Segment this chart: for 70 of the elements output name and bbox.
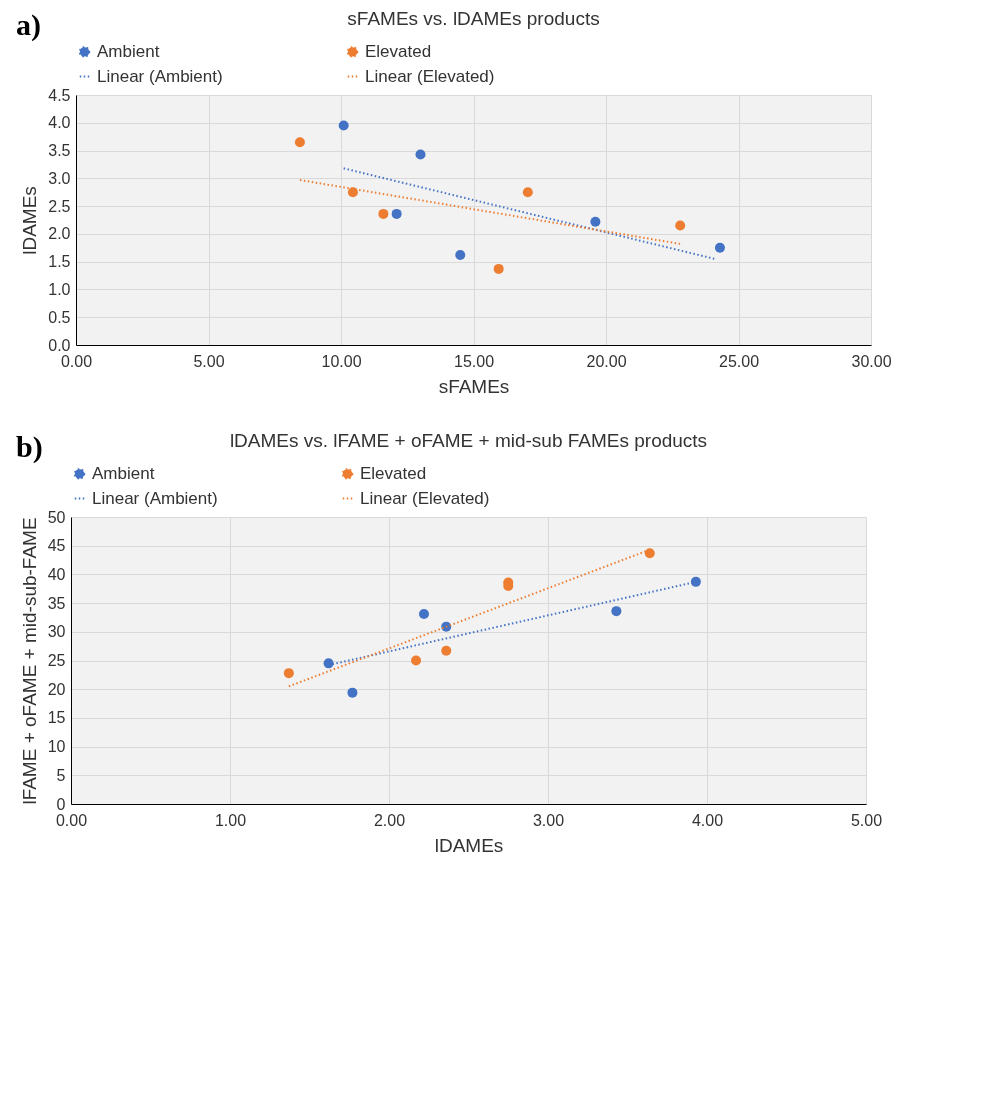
legend-label: Linear (Elevated) <box>365 66 495 86</box>
point <box>675 220 686 231</box>
point <box>347 687 358 698</box>
point <box>455 250 466 260</box>
y-tick-label: 40 <box>47 565 66 583</box>
x-tick-label: 0.00 <box>60 352 93 370</box>
point <box>294 137 305 148</box>
y-tick-label: 15 <box>47 709 66 727</box>
y-tick-label: 3.0 <box>48 169 71 187</box>
y-axis-title: lDAMEs <box>19 186 41 255</box>
point <box>418 609 429 619</box>
legend-label: Elevated <box>365 41 432 61</box>
x-tick-label: 20.00 <box>586 352 627 370</box>
y-tick-label: 1.0 <box>48 280 71 298</box>
text: a) <box>16 8 41 42</box>
chart-title: lDAMEs vs. lFAME + oFAME + mid-sub FAMEs products <box>229 430 708 451</box>
x-tick-label: 30.00 <box>851 352 892 370</box>
x-tick-label: 3.00 <box>532 811 565 829</box>
x-axis-title: sFAMEs <box>438 375 510 397</box>
y-tick-label: 20 <box>47 680 66 698</box>
chart-title: sFAMEs vs. lDAMEs products <box>347 8 600 29</box>
point <box>441 645 452 656</box>
point <box>415 149 426 160</box>
y-tick-label: 4.5 <box>48 86 71 104</box>
x-tick-label: 2.00 <box>373 811 406 829</box>
x-tick-label: 10.00 <box>321 352 362 370</box>
x-tick-label: 0.00 <box>55 811 88 829</box>
legend-label: Ambient <box>92 463 155 483</box>
legend-label: Ambient <box>97 41 160 61</box>
point <box>283 668 294 679</box>
y-tick-label: 0.0 <box>48 336 71 354</box>
y-tick-label: 0.5 <box>48 308 71 326</box>
point <box>411 655 422 666</box>
x-tick-label: 5.00 <box>193 352 225 370</box>
y-tick-label: 35 <box>47 594 66 612</box>
legend-label: Elevated <box>360 463 427 483</box>
point <box>644 548 655 559</box>
y-tick-label: 2.5 <box>48 197 71 215</box>
y-axis-title: lFAME + oFAME + mid-sub-FAME <box>18 517 40 805</box>
point <box>391 208 402 219</box>
x-tick-label: 15.00 <box>453 352 495 370</box>
point <box>611 606 622 617</box>
y-tick-label: 5 <box>56 766 66 784</box>
point <box>714 242 725 253</box>
point <box>522 187 533 198</box>
x-tick-label: 25.00 <box>718 352 760 370</box>
y-tick-label: 0 <box>56 795 66 813</box>
y-tick-label: 3.5 <box>48 142 71 160</box>
legend-label: Linear (Elevated) <box>360 488 490 508</box>
point <box>338 120 349 131</box>
y-tick-label: 10 <box>47 738 66 756</box>
point <box>690 576 701 587</box>
point <box>493 263 504 274</box>
legend-label: Linear (Ambient) <box>92 488 218 508</box>
point <box>590 216 601 227</box>
y-tick-label: 4.0 <box>48 114 71 132</box>
text: b) <box>16 430 43 464</box>
x-tick-label: 1.00 <box>214 811 247 829</box>
point <box>347 187 358 198</box>
y-tick-label: 25 <box>47 652 66 669</box>
point <box>378 208 389 219</box>
x-tick-label: 5.00 <box>850 811 883 829</box>
y-tick-label: 45 <box>47 537 66 555</box>
y-tick-label: 30 <box>47 623 66 641</box>
y-tick-label: 50 <box>47 508 66 526</box>
legend-label: Linear (Ambient) <box>97 66 223 86</box>
x-axis-title: lDAMEs <box>434 834 504 856</box>
x-tick-label: 4.00 <box>691 811 724 829</box>
y-tick-label: 2.0 <box>48 225 71 243</box>
y-tick-label: 1.5 <box>48 253 71 271</box>
